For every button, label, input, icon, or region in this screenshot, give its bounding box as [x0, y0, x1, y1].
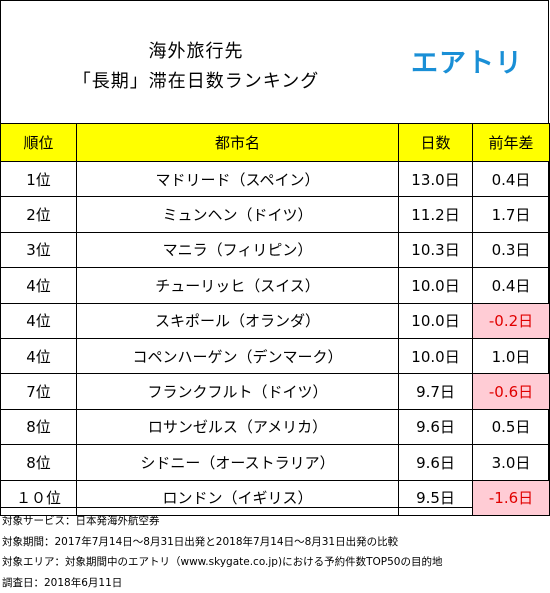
table-row: 1位 マドリード（スペイン） 13.0日 0.4日	[0, 160, 550, 198]
ranking-table-body: 1位 マドリード（スペイン） 13.0日 0.4日 2位 ミュンヘン（ドイツ） 11.2日 1…	[0, 160, 550, 516]
diff-cell: 1.0日	[472, 337, 550, 375]
days-cell: 9.7日	[398, 373, 473, 410]
table-row: 4位 スキポール（オランダ） 10.0日 -0.2日	[0, 302, 550, 339]
footnote-area: 対象エリア：対象期間中のエアトリ（www.skygate.co.jp)における予…	[2, 556, 443, 568]
city-cell: マニラ（フィリピン）	[76, 231, 399, 269]
city-cell: ロサンゼルス（アメリカ）	[76, 408, 399, 446]
table-row: 8位 ロサンゼルス（アメリカ） 9.6日 0.5日	[0, 408, 550, 446]
rank-cell: 8位	[0, 408, 77, 446]
diff-cell: -0.6日	[472, 373, 550, 410]
city-cell: ミュンヘン（ドイツ）	[76, 196, 399, 233]
diff-cell: 3.0日	[472, 444, 550, 481]
table-row: 8位 シドニー（オーストラリア） 9.6日 3.0日	[0, 444, 550, 481]
days-cell: 10.0日	[398, 302, 473, 339]
diff-cell: 0.3日	[472, 231, 550, 269]
days-cell: 10.3日	[398, 231, 473, 269]
rank-cell: 4位	[0, 337, 77, 375]
rank-cell: 4位	[0, 302, 77, 339]
column-header-rank: 順位	[0, 123, 77, 162]
ranking-header: 海外旅行先 「長期」滞在日数ランキング エアトリ	[1, 1, 548, 123]
days-cell: 10.0日	[398, 267, 473, 304]
days-cell: 10.0日	[398, 337, 473, 375]
column-header-diff: 前年差	[472, 123, 550, 162]
rank-cell: 8位	[0, 444, 77, 481]
days-cell: 9.6日	[398, 444, 473, 481]
footnotes: 対象サービス：日本発海外航空券 対象期間：2017年7月14日～8月31日出発と…	[2, 511, 548, 593]
city-cell: スキポール（オランダ）	[76, 302, 399, 339]
days-cell: 11.2日	[398, 196, 473, 233]
table-row: 4位 チューリッヒ（スイス） 10.0日 0.4日	[0, 267, 550, 304]
table-header-row: 順位 都市名 日数 前年差	[0, 123, 550, 162]
footnote-period: 対象期間：2017年7月14日～8月31日出発と2018年7月14日～8月31日…	[2, 535, 399, 548]
diff-cell: -0.2日	[472, 302, 550, 339]
table-row: １０位 ロンドン（イギリス） 9.5日 -1.6日	[0, 479, 550, 516]
footnote-service: 対象サービス：日本発海外航空券	[2, 515, 160, 527]
city-cell: フランクフルト（ドイツ）	[76, 373, 399, 410]
diff-cell: 1.7日	[472, 196, 550, 233]
airtrip-logo: エアトリ	[411, 48, 523, 79]
diff-cell: 0.4日	[472, 160, 550, 198]
city-cell: コペンハーゲン（デンマーク）	[76, 337, 399, 375]
ranking-table: 順位 都市名 日数 前年差 1位 マドリード（スペイン） 13.0日 0.4日 2位 ミュ…	[0, 123, 550, 516]
city-cell: シドニー（オーストラリア）	[76, 444, 399, 481]
rank-cell: １０位	[0, 479, 77, 516]
diff-cell: 0.5日	[472, 408, 550, 446]
rank-cell: 2位	[0, 196, 77, 233]
rank-cell: 7位	[0, 373, 77, 410]
footnote-survey-date: 調査日：2018年6月11日	[2, 576, 123, 589]
title-line-1: 海外旅行先	[148, 41, 244, 62]
table-row: 4位 コペンハーゲン（デンマーク） 10.0日 1.0日	[0, 337, 550, 375]
rank-cell: 3位	[0, 231, 77, 269]
city-cell: マドリード（スペイン）	[76, 160, 399, 198]
city-cell: チューリッヒ（スイス）	[76, 267, 399, 304]
days-cell: 13.0日	[398, 160, 473, 198]
column-header-days: 日数	[398, 123, 473, 162]
rank-cell: 4位	[0, 267, 77, 304]
table-row: 3位 マニラ（フィリピン） 10.3日 0.3日	[0, 231, 550, 269]
diff-cell: -1.6日	[472, 479, 550, 516]
rank-cell: 1位	[0, 160, 77, 198]
title-line-2: 「長期」滞在日数ランキング	[72, 71, 320, 92]
column-header-city: 都市名	[76, 123, 399, 162]
days-cell: 9.6日	[398, 408, 473, 446]
diff-cell: 0.4日	[472, 267, 550, 304]
table-row: 7位 フランクフルト（ドイツ） 9.7日 -0.6日	[0, 373, 550, 410]
table-row: 2位 ミュンヘン（ドイツ） 11.2日 1.7日	[0, 196, 550, 233]
city-cell: ロンドン（イギリス）	[76, 479, 399, 516]
